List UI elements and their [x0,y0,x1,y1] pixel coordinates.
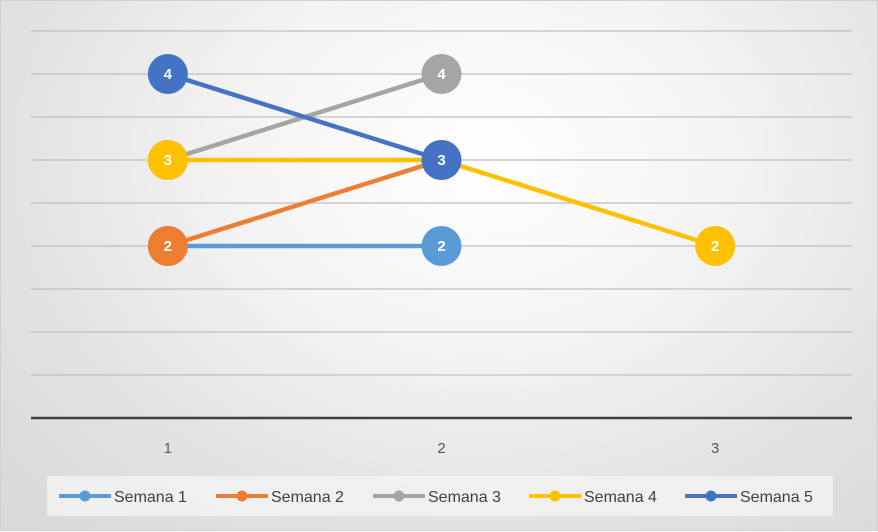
legend-item: Semana 3 [373,489,501,506]
series-group: 22233433243 [147,54,736,266]
legend-marker [549,490,561,502]
data-label: 2 [164,238,172,255]
data-label: 2 [711,238,719,255]
legend: Semana 1 Semana 2 Semana 3 Semana 4 Semana 5 [59,489,813,506]
series-line [165,71,444,163]
data-label: 3 [437,152,445,169]
data-point: 2 [147,226,188,266]
legend-label: Semana 5 [740,489,813,506]
data-point: 3 [147,140,188,180]
point-marker [695,226,736,266]
point-marker [421,54,462,94]
legend-label: Semana 2 [271,489,344,506]
data-label: 4 [437,66,446,83]
x-axis: 1 2 3 [31,416,852,457]
point-marker [147,226,188,266]
legend-item: Semana 5 [685,489,813,506]
series-line [165,157,444,249]
legend-item: Semana 2 [216,489,344,506]
data-point: 3 [421,140,462,180]
legend-marker [236,490,248,502]
point-marker [421,226,462,266]
legend-label: Semana 1 [114,489,187,506]
data-label: 3 [164,152,172,169]
data-point: 4 [147,54,188,94]
point-marker [421,140,462,180]
data-point: 2 [421,226,462,266]
data-label: 4 [164,66,173,83]
point-marker [147,140,188,180]
legend-label: Semana 3 [428,489,501,506]
x-tick-label: 2 [437,440,445,457]
x-tick-label: 3 [711,440,719,457]
legend-marker [393,490,405,502]
point-marker [147,54,188,94]
legend-item: Semana 4 [529,489,657,506]
data-point: 2 [695,226,736,266]
data-label: 2 [437,238,445,255]
x-tick-label: 1 [164,440,172,457]
legend-label: Semana 4 [584,489,657,506]
legend-marker [79,490,91,502]
legend-marker [705,490,717,502]
legend-item: Semana 1 [59,489,187,506]
data-point: 4 [421,54,462,94]
